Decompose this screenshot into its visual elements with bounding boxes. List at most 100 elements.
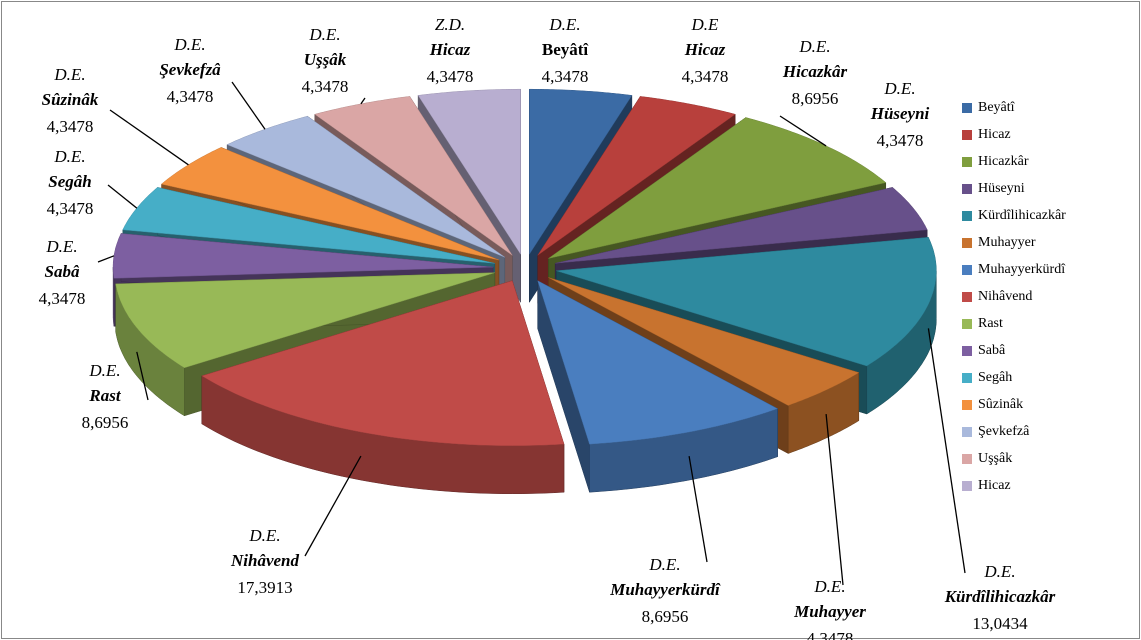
label-prefix: D.E.: [983, 562, 1015, 581]
label-prefix: D.E.: [173, 35, 205, 54]
legend-swatch: [962, 265, 972, 275]
legend-label: Hicaz: [978, 127, 1011, 142]
value-label: 4,3478: [807, 629, 854, 640]
pie: [112, 88, 937, 494]
slice: [201, 280, 565, 446]
label-name: Muhayyer: [793, 602, 866, 621]
legend-swatch: [962, 346, 972, 356]
legend-label: Segâh: [978, 370, 1012, 385]
label-prefix: D.E.: [648, 555, 680, 574]
legend-label: Şevkefzâ: [978, 424, 1030, 439]
label-name: Rast: [88, 386, 121, 405]
slice: [556, 237, 937, 367]
label-name: Sûzinâk: [42, 90, 99, 109]
label-prefix: D.E.: [813, 577, 845, 596]
label-prefix: D.E.: [308, 25, 340, 44]
label-name: Hüseyni: [870, 104, 930, 123]
leader-line: [231, 81, 266, 130]
label-name: Nihâvend: [230, 551, 300, 570]
slice: [417, 88, 521, 256]
legend-swatch: [962, 157, 972, 167]
legend-swatch: [962, 427, 972, 437]
slice: [548, 277, 860, 406]
legend-swatch: [962, 211, 972, 221]
label-name: Beyâtî: [542, 40, 590, 59]
value-label: 4,3478: [47, 199, 94, 218]
leader-line: [688, 455, 708, 563]
value-label: 4,3478: [39, 289, 86, 308]
label-prefix: D.E: [691, 15, 720, 34]
value-label: 13,0434: [972, 614, 1028, 633]
legend-swatch: [962, 103, 972, 113]
legend-swatch: [962, 184, 972, 194]
value-label: 8,6956: [792, 89, 839, 108]
slice: [529, 88, 633, 256]
label-name: Hicaz: [684, 40, 726, 59]
legend-label: Hicazkâr: [978, 154, 1029, 169]
label-name: Hicazkâr: [782, 62, 848, 81]
value-label: 8,6956: [642, 607, 689, 626]
legend-swatch: [962, 238, 972, 248]
leader-line: [97, 255, 115, 263]
legend-swatch: [962, 130, 972, 140]
label-prefix: D.E.: [45, 237, 77, 256]
value-label: 4,3478: [682, 67, 729, 86]
legend-swatch: [962, 481, 972, 491]
label-name: Segâh: [48, 172, 91, 191]
legend-label: Muhayyer: [978, 235, 1036, 250]
label-prefix: Z.D.: [435, 15, 465, 34]
legend-label: Muhayyerkürdî: [978, 262, 1066, 277]
legend-label: Beyâtî: [978, 100, 1016, 115]
legend-swatch: [962, 373, 972, 383]
leader-line: [107, 184, 138, 209]
label-prefix: D.E.: [53, 147, 85, 166]
leader-line: [360, 97, 366, 105]
value-label: 4,3478: [302, 77, 349, 96]
legend-swatch: [962, 319, 972, 329]
legend-label: Hüseyni: [978, 181, 1025, 196]
legend-label: Sabâ: [978, 343, 1006, 358]
data-labels: D.E. Beyâtî 4,3478 D.E Hicaz 4,3478 D.E. Hicazk…: [39, 15, 1056, 640]
value-label: 4,3478: [167, 87, 214, 106]
label-prefix: D.E.: [798, 37, 830, 56]
leader-line: [109, 109, 189, 166]
label-prefix: D.E.: [883, 79, 915, 98]
label-name: Şevkefzâ: [159, 60, 221, 79]
label-prefix: D.E.: [88, 361, 120, 380]
leader-line: [136, 351, 149, 401]
legend-label: Kürdîlihicazkâr: [978, 208, 1066, 223]
leader-line: [779, 115, 827, 147]
value-label: 4,3478: [542, 67, 589, 86]
value-label: 17,3913: [237, 578, 292, 597]
legend-swatch: [962, 454, 972, 464]
label-name: Uşşâk: [304, 50, 347, 69]
label-name: Kürdîlihicazkâr: [944, 587, 1056, 606]
legend-swatch: [962, 292, 972, 302]
label-name: Hicaz: [429, 40, 471, 59]
slice: [115, 272, 495, 369]
value-label: 8,6956: [82, 413, 129, 432]
leader-line: [927, 328, 966, 574]
legend-label: Rast: [978, 316, 1003, 331]
label-prefix: D.E.: [248, 526, 280, 545]
label-name: Sabâ: [45, 262, 80, 281]
label-prefix: D.E.: [53, 65, 85, 84]
leader-line: [825, 414, 844, 586]
legend-label: Uşşâk: [978, 451, 1012, 466]
legend-swatch: [962, 400, 972, 410]
slice: [555, 187, 928, 264]
legend: Beyâtî Hicaz Hicazkâr Hüseyni Kürdîlihicazkâ…: [962, 100, 1066, 493]
slice: [537, 96, 736, 256]
label-prefix: D.E.: [548, 15, 580, 34]
label-name: Muhayyerkürdî: [609, 580, 721, 599]
legend-label: Sûzinâk: [978, 397, 1023, 412]
legend-label: Nihâvend: [978, 289, 1032, 304]
leader-line: [304, 455, 362, 557]
legend-label: Hicaz: [978, 478, 1011, 493]
slice: [537, 280, 779, 445]
value-label: 4,3478: [427, 67, 474, 86]
value-label: 4,3478: [877, 131, 924, 150]
value-label: 4,3478: [47, 117, 94, 136]
